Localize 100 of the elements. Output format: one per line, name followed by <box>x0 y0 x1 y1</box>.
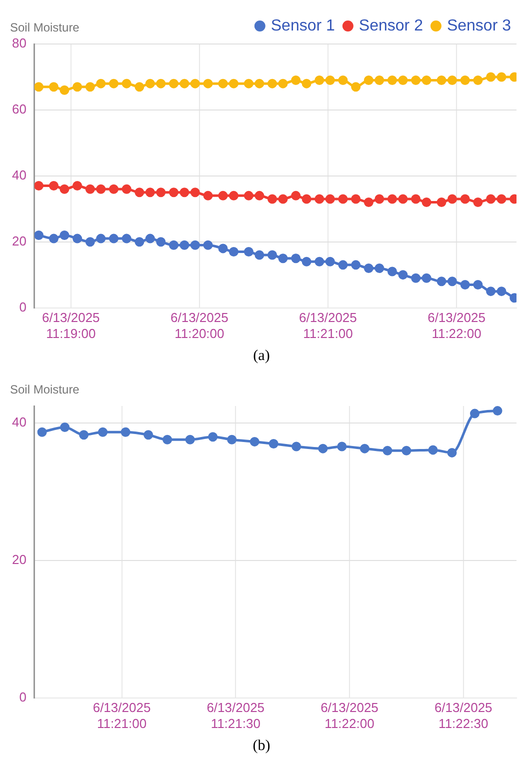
point <box>254 78 264 88</box>
y-tick-label: 80 <box>12 36 26 51</box>
point <box>60 230 70 240</box>
y-tick-label: 60 <box>12 102 26 117</box>
point <box>254 190 264 200</box>
point <box>447 448 457 458</box>
x-tick-label: 6/13/2025 11:21:00 <box>92 700 151 731</box>
point <box>180 188 190 198</box>
point <box>134 82 144 92</box>
point <box>268 250 278 260</box>
point <box>411 76 421 86</box>
point <box>145 234 155 244</box>
point <box>302 256 312 266</box>
point <box>144 430 154 440</box>
point <box>387 194 397 204</box>
point <box>72 82 82 92</box>
point <box>411 273 421 283</box>
point <box>325 76 335 86</box>
point <box>48 234 58 244</box>
point <box>268 194 278 204</box>
point <box>486 194 496 204</box>
point <box>496 194 506 204</box>
point <box>291 190 301 200</box>
point <box>156 188 166 198</box>
point <box>314 256 324 266</box>
point <box>34 82 44 92</box>
point <box>492 406 502 416</box>
point <box>486 286 496 296</box>
point <box>79 430 89 440</box>
point <box>85 82 95 92</box>
point <box>190 188 200 198</box>
point <box>37 427 47 437</box>
point <box>190 78 200 88</box>
point <box>374 194 384 204</box>
point <box>460 280 470 290</box>
point <box>436 276 446 286</box>
point <box>292 442 302 452</box>
point <box>314 76 324 86</box>
x-tick-label: 6/13/2025 11:22:00 <box>320 700 378 731</box>
point <box>72 234 82 244</box>
point <box>422 273 432 283</box>
point <box>72 181 82 191</box>
point <box>122 78 132 88</box>
point <box>291 76 301 86</box>
point <box>473 280 483 290</box>
point <box>122 184 132 194</box>
point <box>398 76 408 86</box>
y-tick-label: 40 <box>12 167 26 182</box>
point <box>382 446 392 456</box>
point <box>278 78 288 88</box>
point <box>374 76 384 86</box>
point <box>447 194 457 204</box>
point <box>364 263 374 273</box>
point <box>422 76 432 86</box>
point <box>228 190 238 200</box>
point <box>460 76 470 86</box>
point <box>96 184 106 194</box>
point <box>203 78 213 88</box>
x-tick-label: 6/13/2025 11:22:00 <box>428 310 486 341</box>
y-axis-title: Soil Moisture <box>10 382 80 396</box>
point <box>447 276 457 286</box>
point <box>60 422 70 432</box>
point <box>496 72 506 82</box>
point <box>364 198 374 208</box>
point <box>337 442 347 452</box>
point <box>278 194 288 204</box>
legend-label: Sensor 2 <box>358 17 424 34</box>
point <box>360 444 370 454</box>
point <box>338 260 348 270</box>
point <box>250 436 260 446</box>
point <box>302 78 312 88</box>
point <box>108 78 118 88</box>
point <box>351 194 361 204</box>
text: (a) <box>252 347 271 366</box>
y-tick-label: 40 <box>12 414 26 430</box>
point <box>108 184 118 194</box>
point <box>34 230 44 240</box>
point <box>180 240 190 250</box>
point <box>134 188 144 198</box>
point <box>98 427 108 437</box>
point <box>60 184 70 194</box>
point <box>314 194 324 204</box>
point <box>473 76 483 86</box>
point <box>168 240 178 250</box>
point <box>318 444 328 454</box>
point <box>108 234 118 244</box>
text: (b) <box>252 737 272 756</box>
point <box>398 194 408 204</box>
y-tick-label: 0 <box>19 299 26 314</box>
point <box>85 184 95 194</box>
point <box>145 188 155 198</box>
point <box>162 434 172 444</box>
x-tick-label: 6/13/2025 11:21:00 <box>299 310 357 341</box>
point <box>338 76 348 86</box>
point <box>436 76 446 86</box>
point <box>185 434 195 444</box>
point <box>244 78 254 88</box>
point <box>156 78 166 88</box>
point <box>244 246 254 256</box>
point <box>302 194 312 204</box>
